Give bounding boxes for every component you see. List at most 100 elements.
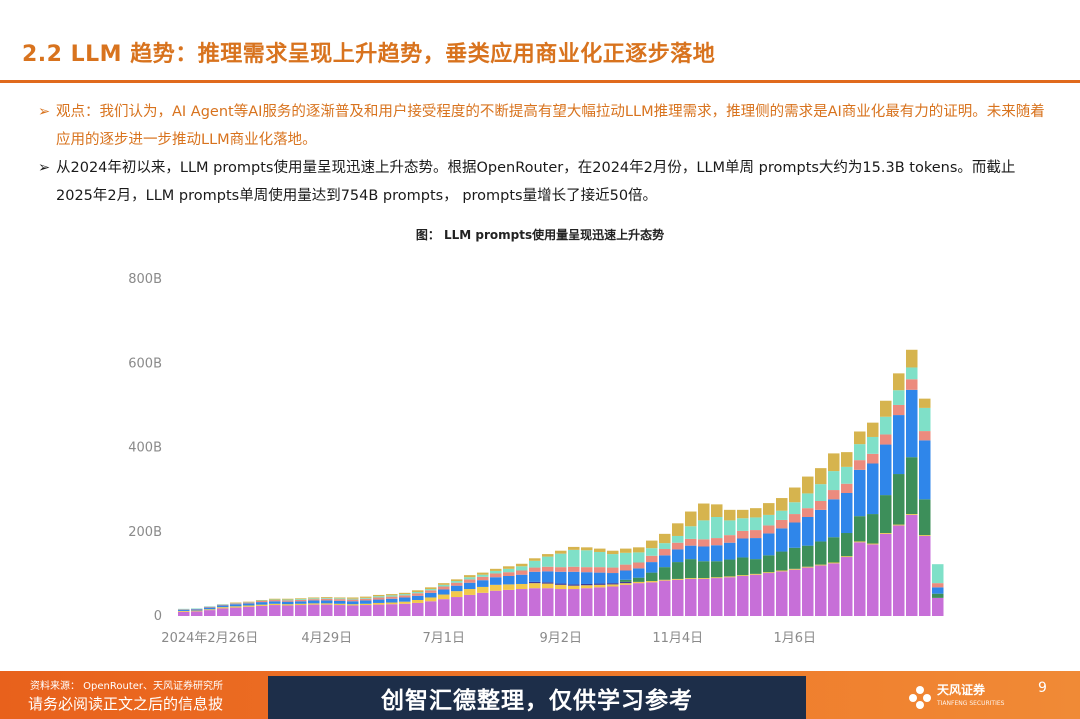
bar-segment [620, 564, 632, 571]
bar-segment [789, 502, 801, 515]
bar-segment [477, 580, 489, 587]
bar-segment [594, 584, 606, 588]
bar-segment [763, 555, 775, 573]
bar-segment [919, 535, 931, 536]
bar-segment [750, 530, 762, 539]
bar-segment [672, 562, 684, 579]
bar-segment [737, 509, 749, 519]
bar-segment [425, 597, 437, 602]
bar-segment [412, 591, 424, 594]
bar-segment [750, 538, 762, 560]
bar-segment [737, 557, 749, 576]
bar-segment [919, 535, 931, 616]
y-tick-label: 800B [128, 272, 162, 287]
bar-segment [386, 602, 398, 605]
brand-logo: 天风证券 TIANFENG SECURITIES [907, 684, 1004, 710]
bar-segment [607, 550, 619, 555]
bar-segment [594, 572, 606, 584]
x-tick-label: 11月4日 [652, 631, 703, 646]
bar-segment [789, 547, 801, 569]
bar-segment [490, 570, 502, 574]
y-tick-label: 600B [128, 356, 162, 371]
bar-segment [828, 563, 840, 616]
bar-segment [399, 592, 411, 595]
bar-segment [763, 514, 775, 526]
bar-segment [269, 599, 281, 602]
bar-segment [672, 578, 684, 580]
bar-segment [711, 561, 723, 578]
bar-segment [776, 498, 788, 511]
bar-segment [724, 559, 736, 577]
bar-segment [711, 545, 723, 562]
bar-segment [802, 508, 814, 518]
bar-segment [503, 572, 515, 576]
bar-segment [737, 575, 749, 616]
bar-segment [295, 599, 307, 602]
bar-segment [672, 549, 684, 563]
bar-segment [204, 610, 216, 616]
bar-segment [737, 530, 749, 539]
bar-segment [867, 453, 879, 464]
bar-segment [230, 602, 242, 604]
bar-segment [802, 567, 814, 616]
bar-segment [659, 555, 671, 568]
bar-segment [529, 583, 541, 589]
bar-segment [516, 566, 528, 571]
bar-segment [607, 586, 619, 616]
bar-segment [321, 600, 333, 604]
bar-segment [503, 566, 515, 569]
bar-segment [464, 579, 476, 583]
bar-segment [295, 601, 307, 604]
bar-segment [880, 416, 892, 435]
bar-segment [490, 590, 502, 616]
logo-subtext: TIANFENG SECURITIES [937, 700, 1005, 707]
bar-segment [776, 570, 788, 572]
bar-segment [737, 538, 749, 558]
bar-segment [906, 514, 918, 616]
bar-segment [516, 570, 528, 575]
bar-segment [295, 605, 307, 616]
bar-segment [438, 599, 450, 616]
bar-segment [178, 610, 190, 612]
bar-segment [620, 570, 632, 580]
bar-segment [360, 596, 372, 598]
bar-segment [854, 516, 866, 542]
bar-segment [789, 568, 801, 570]
bar-segment [347, 601, 359, 605]
bar-segment [542, 583, 554, 589]
bar-segment [815, 468, 827, 485]
bar-segment [230, 606, 242, 608]
bar-segment [685, 578, 697, 616]
bar-segment [594, 548, 606, 552]
bar-segment [425, 590, 437, 593]
bar-segment [308, 599, 320, 601]
bar-segment [828, 490, 840, 500]
bar-segment [451, 597, 463, 616]
bar-segment [256, 605, 268, 616]
bar-segment [360, 598, 372, 601]
bar-segment [334, 597, 346, 599]
bar-segment [217, 607, 229, 609]
bar-segment [724, 520, 736, 536]
bar-segment [412, 593, 424, 596]
bar-segment [932, 583, 944, 588]
bar-segment [802, 493, 814, 509]
bar-segment [451, 591, 463, 598]
bar-segment [581, 585, 593, 589]
bar-segment [412, 590, 424, 592]
bar-segment [529, 588, 541, 616]
x-tick-label: 2024年2月26日 [161, 631, 258, 646]
bar-segment [880, 495, 892, 534]
bar-segment [880, 533, 892, 616]
bar-segment [386, 596, 398, 599]
bar-segment [646, 540, 658, 549]
bar-segment [828, 471, 840, 491]
logo-mark-icon [909, 686, 931, 709]
bar-segment [867, 463, 879, 515]
bar-segment [373, 596, 385, 598]
bar-segment [880, 400, 892, 417]
bar-segment [867, 544, 879, 616]
bar-segment [243, 602, 255, 603]
bar-segment [659, 567, 671, 580]
bar-segment [620, 552, 632, 565]
